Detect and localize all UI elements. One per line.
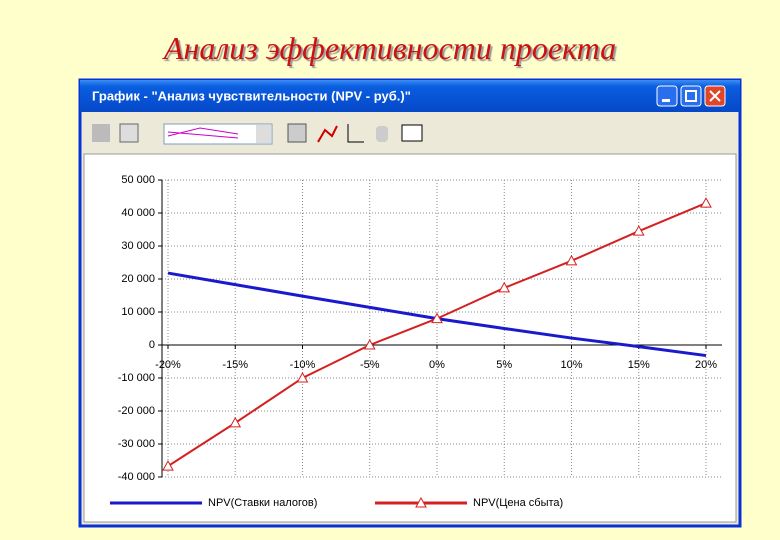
- x-tick-label: 5%: [496, 359, 512, 371]
- point-marker: [162, 460, 174, 471]
- y-tick-label: -40 000: [118, 471, 155, 483]
- x-tick-label: 0%: [429, 359, 445, 371]
- y-tick-label: 20 000: [121, 273, 155, 285]
- y-tick-label: 10 000: [121, 306, 155, 318]
- point-marker: [565, 254, 578, 266]
- x-tick-label: 15%: [628, 359, 650, 371]
- legend-label: NPV(Ставки налогов): [208, 497, 317, 509]
- point-marker: [229, 416, 242, 428]
- point-marker: [700, 197, 712, 208]
- slide-title: Анализ эффективности проекта: [163, 30, 617, 66]
- icon: [685, 90, 697, 102]
- x-tick-label: -15%: [222, 359, 248, 371]
- axis-button[interactable]: [347, 124, 364, 143]
- y-tick-label: -30 000: [118, 438, 155, 450]
- point-marker: [498, 281, 511, 293]
- toolbar: [92, 123, 423, 145]
- preview-button[interactable]: [119, 123, 139, 143]
- point-marker: [363, 338, 376, 350]
- chart-type-select[interactable]: [163, 123, 273, 145]
- properties-button[interactable]: [287, 123, 307, 143]
- y-tick-label: 0: [149, 339, 155, 351]
- y-tick-label: -10 000: [118, 372, 155, 384]
- y-tick-label: -20 000: [118, 405, 155, 417]
- legend-button[interactable]: [376, 126, 388, 142]
- dropdown-button[interactable]: [256, 125, 271, 143]
- icon: [709, 90, 721, 102]
- legend-label: NPV(Цена сбыта): [473, 497, 563, 509]
- x-tick-label: 10%: [560, 359, 582, 371]
- minimize-button[interactable]: [656, 85, 678, 107]
- title-bar: [80, 80, 740, 112]
- y-tick-label: 30 000: [121, 240, 155, 252]
- x-tick-label: 20%: [695, 359, 717, 371]
- point-marker: [632, 225, 645, 236]
- x-tick-label: -10%: [290, 359, 316, 371]
- window-title: График - "Анализ чувствительности (NPV -…: [92, 88, 411, 103]
- legend-marker: [415, 496, 427, 508]
- icon: [662, 99, 670, 102]
- point-marker: [431, 312, 443, 324]
- x-tick-label: -5%: [360, 359, 380, 371]
- maximize-button[interactable]: [680, 85, 702, 107]
- print-button[interactable]: [92, 124, 110, 142]
- x-tick-label: -20%: [155, 359, 181, 371]
- table-button[interactable]: [401, 124, 423, 142]
- icon: [167, 127, 239, 139]
- y-tick-label: 50 000: [121, 174, 155, 186]
- series-button[interactable]: [317, 125, 338, 143]
- point-marker: [296, 371, 309, 383]
- plot-panel: [83, 153, 737, 523]
- y-tick-label: 40 000: [121, 207, 155, 219]
